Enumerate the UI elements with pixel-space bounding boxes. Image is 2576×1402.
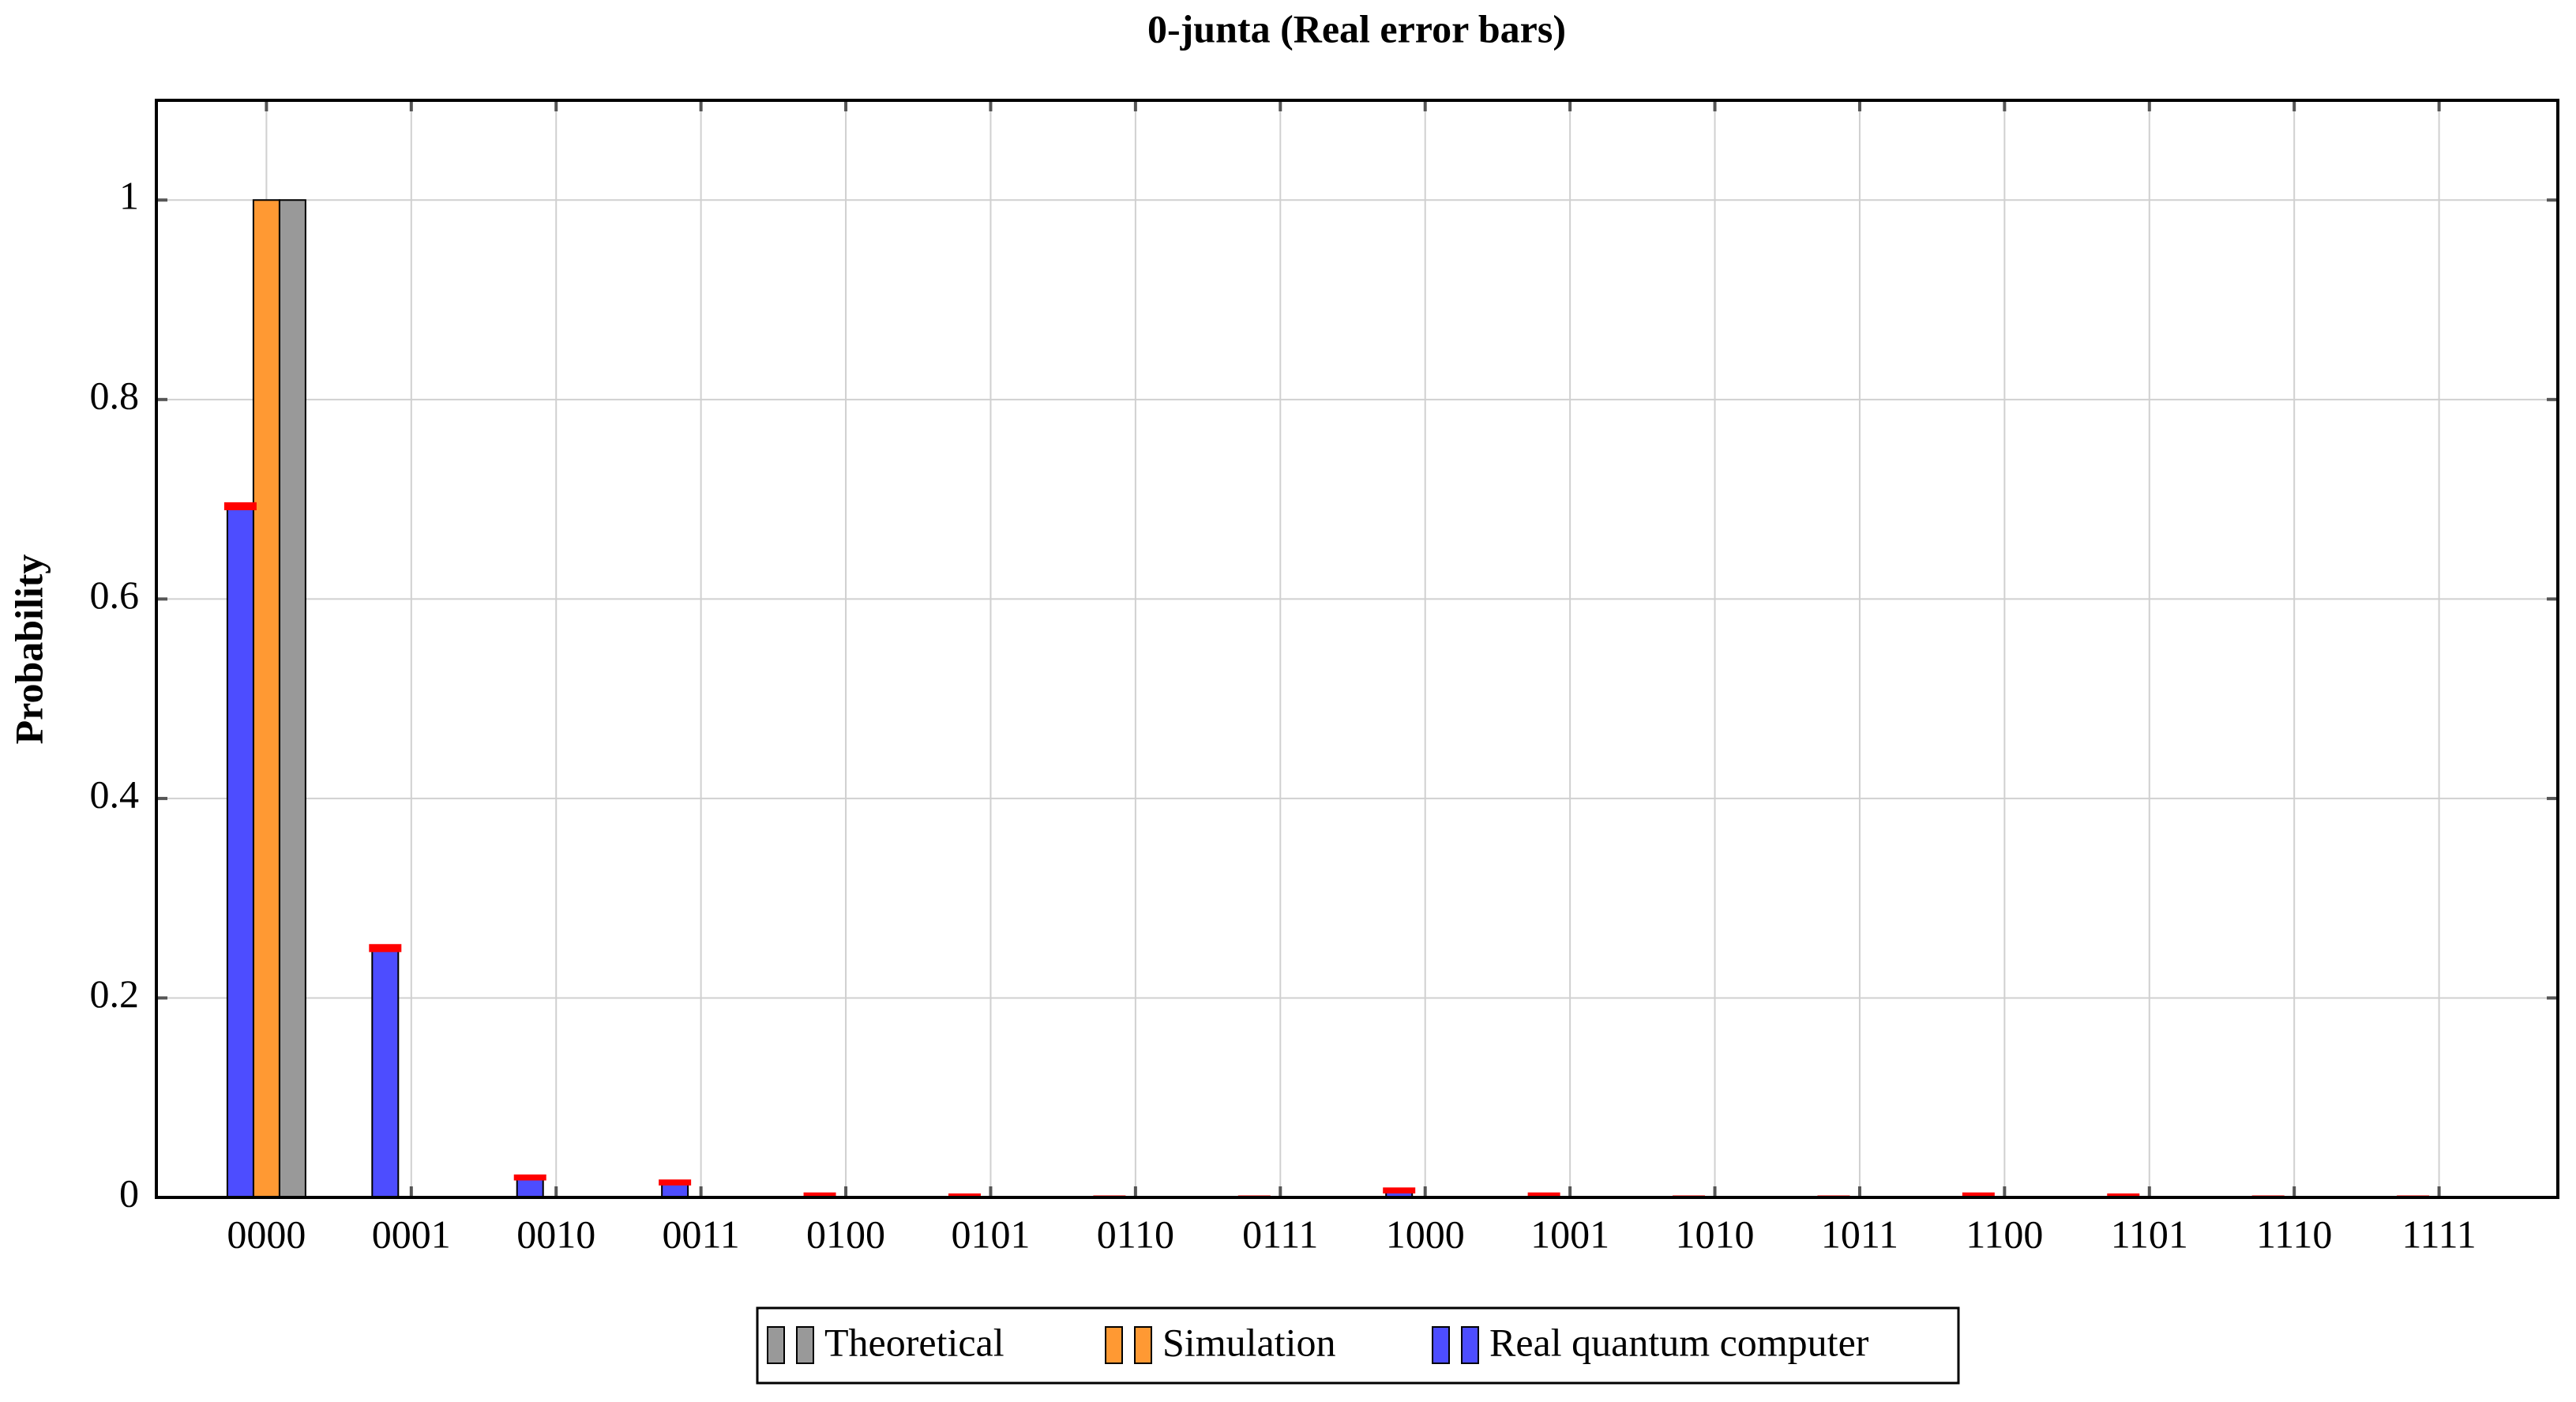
bar xyxy=(252,199,280,1199)
x-tick-label: 0110 xyxy=(1097,1212,1174,1256)
y-tick-label: 0.2 xyxy=(90,972,140,1016)
x-tick-label: 1010 xyxy=(1676,1212,1755,1256)
x-tick-label: 1000 xyxy=(1386,1212,1465,1256)
x-tick-label: 0101 xyxy=(951,1212,1030,1256)
error-bar xyxy=(659,1179,692,1186)
error-bar xyxy=(369,944,402,953)
x-tick-label: 0000 xyxy=(227,1212,306,1256)
legend-swatch xyxy=(1432,1326,1450,1364)
legend-label: Simulation xyxy=(1162,1320,1335,1364)
error-bar xyxy=(2107,1193,2140,1197)
x-tick-label: 0010 xyxy=(516,1212,595,1256)
bar xyxy=(371,947,400,1199)
bar xyxy=(226,505,254,1198)
chart-title: 0-junta (Real error bars) xyxy=(1147,6,1566,51)
y-axis-label: Probability xyxy=(6,554,51,745)
plot-frame xyxy=(155,99,2559,1199)
error-bar xyxy=(223,502,257,510)
legend-swatch xyxy=(1134,1326,1152,1364)
bar xyxy=(278,199,306,1199)
x-tick-label: 0001 xyxy=(372,1212,451,1256)
x-tick-label: 1100 xyxy=(1966,1212,2043,1256)
legend-swatch xyxy=(796,1326,814,1364)
x-tick-label: 1110 xyxy=(2256,1212,2332,1256)
y-tick-label: 1 xyxy=(119,174,139,218)
x-tick-label: 0111 xyxy=(1242,1212,1318,1256)
legend-label: Theoretical xyxy=(824,1320,1004,1364)
error-bar xyxy=(513,1174,546,1181)
error-bar xyxy=(1527,1192,1560,1197)
error-bar xyxy=(948,1193,981,1197)
y-tick-label: 0.6 xyxy=(90,573,140,617)
y-tick-label: 0 xyxy=(119,1171,139,1215)
x-tick-label: 0100 xyxy=(806,1212,885,1256)
error-bar xyxy=(1383,1187,1416,1193)
error-bar xyxy=(1962,1192,1995,1197)
legend-swatch xyxy=(1105,1326,1123,1364)
x-tick-label: 0011 xyxy=(663,1212,740,1256)
x-tick-label: 1011 xyxy=(1821,1212,1898,1256)
y-tick-label: 0.4 xyxy=(90,772,140,816)
legend-swatch xyxy=(767,1326,785,1364)
legend-label: Real quantum computer xyxy=(1489,1320,1869,1364)
legend-swatch xyxy=(1461,1326,1479,1364)
x-tick-label: 1001 xyxy=(1530,1212,1609,1256)
error-bar xyxy=(803,1192,836,1197)
x-tick-label: 1101 xyxy=(2111,1212,2188,1256)
y-tick-label: 0.8 xyxy=(90,373,140,417)
x-tick-label: 1111 xyxy=(2401,1212,2476,1256)
legend-box xyxy=(756,1306,1960,1385)
